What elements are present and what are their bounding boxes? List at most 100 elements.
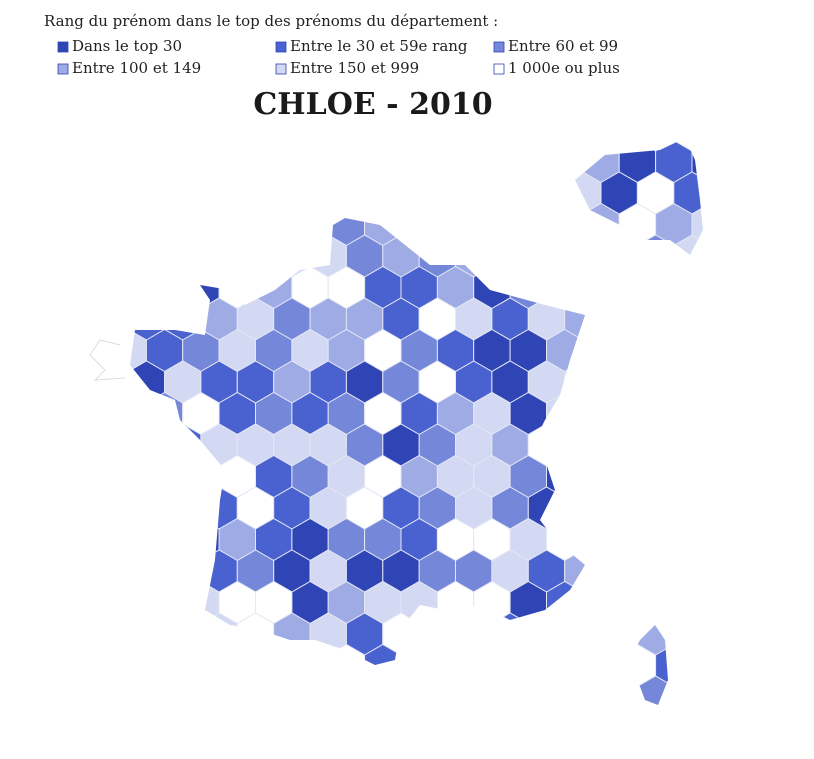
- legend-label: Entre 100 et 149: [72, 59, 201, 77]
- department: [291, 139, 329, 184]
- department: [130, 675, 166, 705]
- department: [691, 454, 703, 499]
- department: [673, 423, 703, 467]
- department: [255, 643, 293, 688]
- department: [400, 202, 438, 247]
- department: [618, 454, 657, 499]
- legend-label: Entre le 30 et 59e rang: [290, 37, 468, 55]
- department: [673, 612, 703, 656]
- department: [582, 265, 620, 310]
- department: [473, 643, 511, 688]
- department: [92, 487, 128, 529]
- department: [164, 549, 202, 593]
- department: [145, 517, 184, 562]
- department: [600, 138, 638, 152]
- department: [418, 675, 456, 705]
- department: [92, 613, 128, 655]
- department: [527, 171, 566, 215]
- department: [564, 234, 602, 278]
- department: [527, 612, 566, 656]
- department: [655, 265, 693, 310]
- department: [655, 391, 693, 436]
- department: [164, 486, 202, 530]
- department: [455, 171, 493, 215]
- map-title: CHLOE - 2010: [253, 87, 492, 122]
- department: [400, 139, 438, 184]
- department: [130, 643, 147, 688]
- department: [691, 139, 703, 184]
- department: [455, 612, 493, 656]
- department: [145, 454, 184, 499]
- department: [164, 234, 202, 278]
- department: [182, 454, 220, 499]
- department: [564, 675, 602, 705]
- department: [673, 675, 703, 705]
- department: [145, 265, 184, 310]
- department: [509, 202, 547, 247]
- department: [600, 612, 638, 656]
- department: [92, 550, 128, 592]
- department: [236, 171, 275, 215]
- department: [564, 486, 602, 530]
- department: [130, 423, 166, 467]
- department: [345, 171, 384, 215]
- department: [309, 675, 347, 705]
- legend-label: Dans le top 30: [72, 37, 182, 55]
- department: [145, 580, 184, 625]
- department: [327, 139, 366, 184]
- legend-swatch: [57, 41, 69, 53]
- department: [345, 675, 384, 705]
- department: [92, 424, 128, 466]
- legend-label: Entre 150 et 999: [290, 59, 419, 77]
- department: [600, 549, 638, 593]
- department: [691, 580, 703, 625]
- department: [130, 234, 166, 278]
- department: [600, 234, 638, 278]
- department: [273, 171, 311, 215]
- legend-title: Rang du prénom dans le top des prénoms d…: [44, 12, 498, 30]
- department: [436, 139, 475, 184]
- department: [509, 139, 547, 184]
- department: [673, 549, 703, 593]
- department: [92, 298, 128, 340]
- department: [655, 454, 693, 499]
- department: [182, 202, 220, 247]
- department: [164, 171, 202, 215]
- department: [491, 171, 529, 215]
- department: [364, 139, 402, 184]
- department: [200, 138, 238, 152]
- department: [182, 139, 220, 184]
- legend-swatch: [493, 63, 505, 75]
- department: [636, 234, 675, 278]
- department: [130, 139, 147, 184]
- department: [130, 138, 166, 152]
- department: [546, 202, 584, 247]
- department: [618, 265, 657, 310]
- department: [218, 643, 256, 688]
- legend-swatch: [493, 41, 505, 53]
- department: [236, 234, 275, 278]
- department: [130, 486, 166, 530]
- legend: Dans le top 30 Entre le 30 et 59e rang Ent…: [57, 37, 620, 77]
- department: [130, 549, 166, 593]
- department: [527, 234, 566, 278]
- department: [130, 454, 147, 499]
- department: [130, 580, 147, 625]
- department: [218, 202, 256, 247]
- department: [636, 549, 675, 593]
- department: [582, 580, 620, 625]
- department: [92, 361, 128, 403]
- department: [491, 675, 529, 705]
- department: [600, 297, 638, 341]
- department: [130, 612, 166, 656]
- department: [236, 675, 275, 705]
- department: [145, 643, 184, 688]
- department: [255, 202, 293, 247]
- department: [92, 109, 128, 151]
- department: [92, 676, 128, 718]
- department: [200, 234, 238, 278]
- department: [673, 486, 703, 530]
- department: [691, 643, 703, 688]
- department: [564, 360, 602, 404]
